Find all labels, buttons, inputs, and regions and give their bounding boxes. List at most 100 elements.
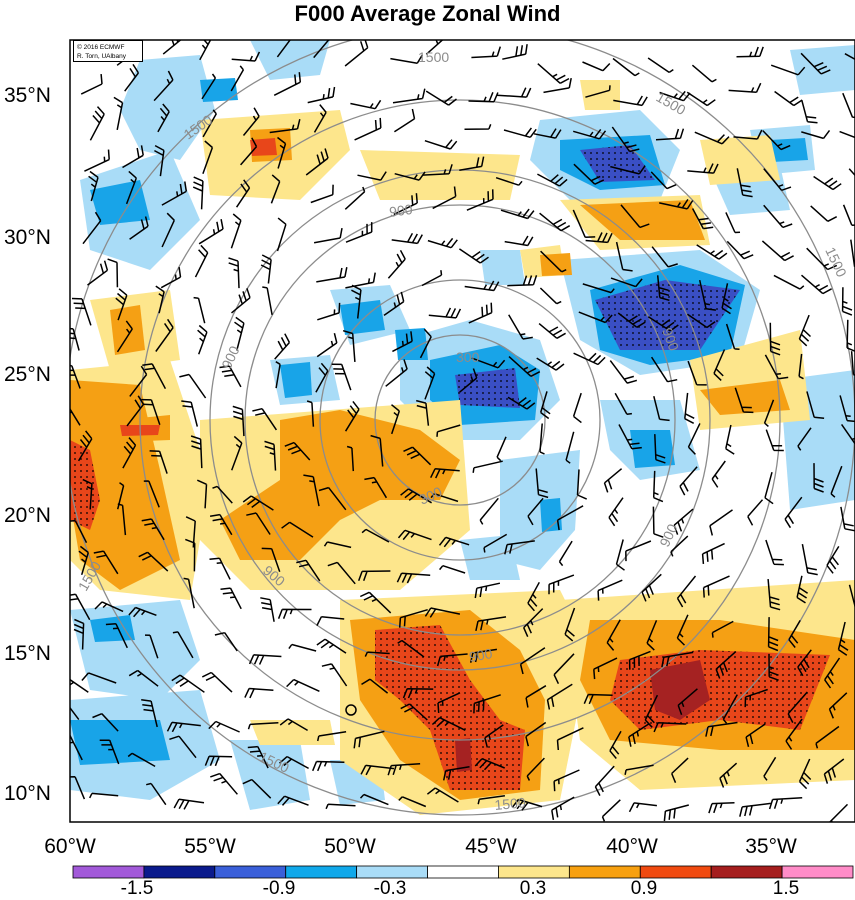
wind-barb bbox=[403, 446, 432, 466]
wind-barb bbox=[286, 678, 320, 692]
wind-barb bbox=[390, 404, 401, 435]
wind-barb bbox=[767, 579, 781, 611]
wind-barb bbox=[115, 288, 128, 321]
wind-barb bbox=[761, 240, 794, 262]
contour-label: 900 bbox=[468, 645, 494, 665]
wind-barb bbox=[421, 270, 443, 287]
wind-barb bbox=[713, 349, 726, 381]
wind-barb bbox=[572, 128, 607, 140]
wind-barb bbox=[209, 557, 231, 580]
wind-barb bbox=[230, 435, 243, 471]
wind-barb bbox=[798, 758, 812, 790]
wind-barb bbox=[468, 302, 493, 324]
wind-barb bbox=[767, 617, 779, 652]
wind-barb bbox=[564, 607, 576, 642]
distance-contours bbox=[70, 40, 855, 816]
wind-barb bbox=[397, 639, 425, 658]
wind-barb bbox=[725, 424, 735, 455]
wind-barb bbox=[556, 505, 584, 531]
wind-barb bbox=[426, 787, 459, 803]
wind-barb bbox=[161, 181, 188, 206]
wind-barb bbox=[646, 620, 658, 651]
wind-barb bbox=[613, 95, 648, 107]
wind-barb bbox=[240, 137, 258, 166]
wind-barb bbox=[364, 651, 390, 657]
wind-barb bbox=[701, 542, 725, 564]
wind-barb bbox=[422, 164, 453, 176]
wind-barb bbox=[609, 730, 622, 759]
colorbar-label: -1.5 bbox=[120, 878, 154, 899]
wind-barb bbox=[653, 721, 687, 733]
wind-barb bbox=[436, 653, 468, 667]
wind-barb bbox=[124, 63, 140, 92]
wind-barb bbox=[785, 718, 803, 750]
wind-barb bbox=[556, 727, 584, 751]
wind-barb bbox=[801, 100, 818, 124]
wind-barb bbox=[393, 108, 416, 133]
wind-barb bbox=[327, 561, 356, 585]
wind-barb bbox=[70, 327, 80, 351]
wind-barb bbox=[220, 587, 242, 610]
wind-barb bbox=[155, 285, 165, 314]
wind-barb bbox=[824, 657, 841, 689]
wind-barb bbox=[361, 678, 389, 694]
wind-barb bbox=[527, 497, 544, 526]
wind-barb bbox=[345, 272, 376, 289]
wind-barb bbox=[507, 396, 536, 410]
map-frame bbox=[69, 39, 855, 823]
wind-barb bbox=[603, 468, 623, 493]
lat-label-10n: 10°N bbox=[4, 782, 51, 805]
wind-barb bbox=[383, 291, 405, 317]
wind-barb bbox=[425, 90, 457, 106]
wind-barb bbox=[500, 208, 535, 220]
wind-barb bbox=[652, 470, 664, 503]
wind-barb bbox=[539, 423, 545, 455]
wind-barb bbox=[116, 320, 133, 353]
wind-barb bbox=[765, 539, 784, 566]
wind-barb bbox=[202, 140, 214, 174]
wind-barb bbox=[228, 257, 240, 289]
wind-barb bbox=[402, 687, 434, 699]
wind-barb bbox=[437, 692, 461, 713]
wind-barb bbox=[801, 129, 831, 140]
lon-label-55w: 55°W bbox=[184, 835, 236, 858]
wind-barb bbox=[519, 647, 546, 675]
wind-barb bbox=[306, 400, 315, 427]
wind-barb bbox=[364, 476, 388, 499]
wind-barb bbox=[698, 279, 717, 311]
wind-barb bbox=[797, 427, 812, 451]
wind-barb bbox=[659, 90, 691, 102]
wind-barb bbox=[653, 396, 670, 422]
wind-barb bbox=[166, 721, 201, 733]
wind-barb bbox=[687, 163, 719, 174]
wind-barb bbox=[573, 352, 606, 366]
wind-barb bbox=[127, 752, 156, 768]
wind-barb bbox=[676, 575, 697, 608]
wind-barb bbox=[726, 240, 754, 260]
wind-barbs bbox=[70, 40, 855, 822]
wind-barb bbox=[424, 366, 436, 400]
wind-barb bbox=[161, 212, 175, 248]
wind-barb bbox=[153, 70, 174, 102]
wind-barb bbox=[400, 703, 428, 721]
wind-barb bbox=[628, 723, 650, 747]
wind-barb bbox=[525, 721, 547, 747]
wind-barb bbox=[813, 175, 842, 191]
anomaly-shading bbox=[70, 40, 855, 822]
wind-barb bbox=[796, 575, 809, 604]
wind-barb bbox=[244, 687, 274, 699]
wind-barb bbox=[212, 485, 233, 504]
wind-barb bbox=[316, 333, 338, 358]
wind-barb bbox=[128, 606, 157, 618]
wind-barb bbox=[670, 535, 689, 557]
wind-barb bbox=[81, 672, 117, 684]
wind-barb bbox=[788, 620, 801, 648]
wind-barb bbox=[89, 106, 105, 141]
wind-barb bbox=[840, 506, 855, 532]
wind-barb bbox=[546, 683, 573, 710]
wind-barb bbox=[359, 793, 389, 806]
wind-barb bbox=[647, 316, 679, 332]
wind-barb bbox=[173, 798, 205, 810]
wind-barb bbox=[691, 64, 717, 83]
wind-barb bbox=[316, 615, 345, 626]
